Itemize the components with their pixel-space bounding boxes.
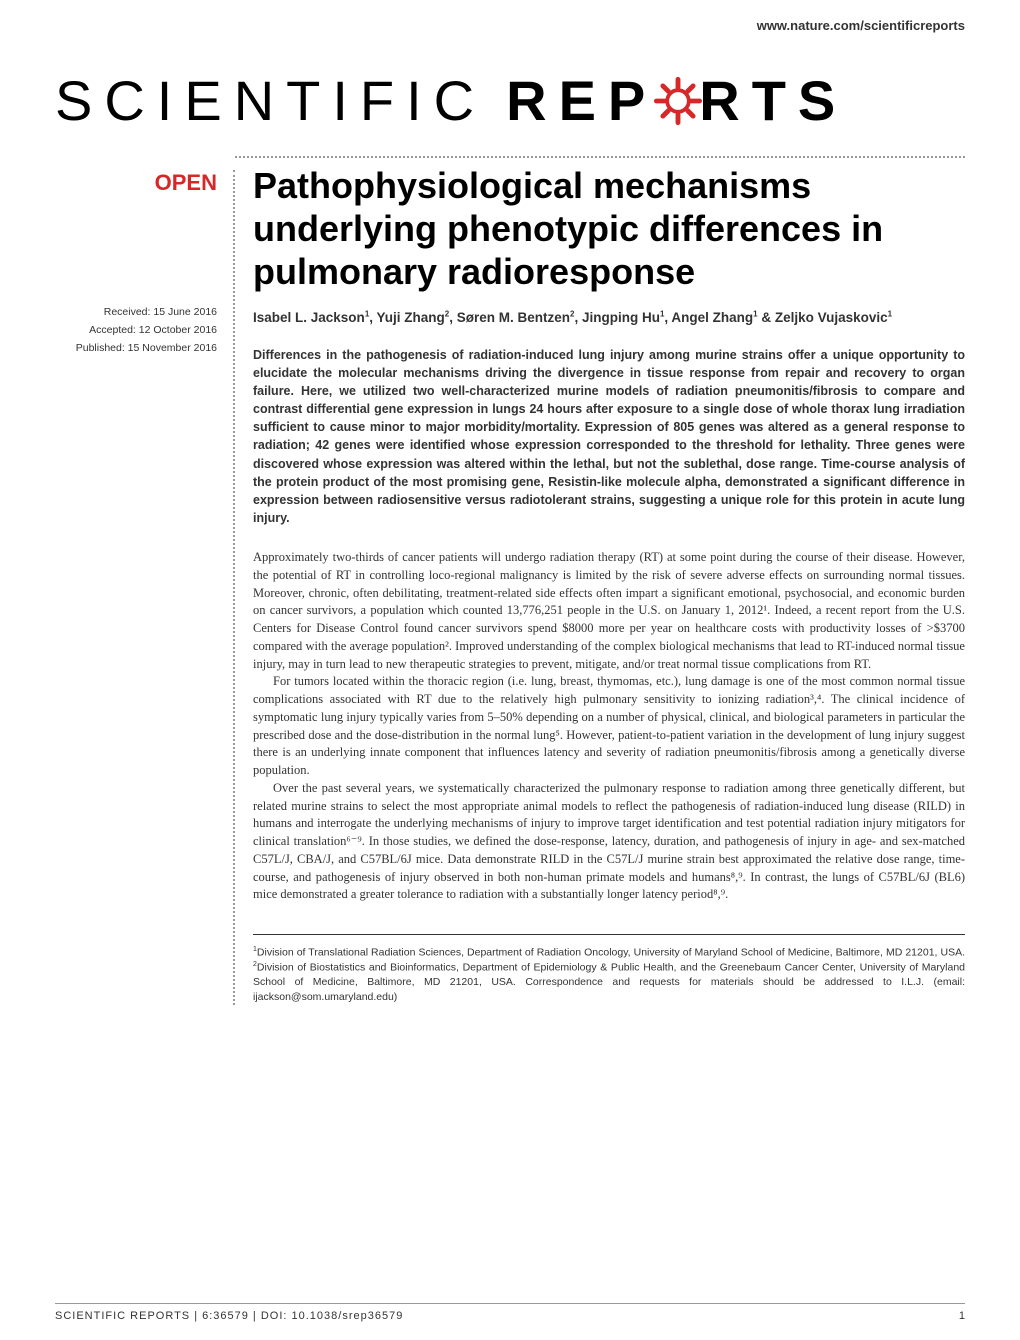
paragraph-2: For tumors located within the thoracic r… <box>253 673 965 780</box>
accepted-date: Accepted: 12 October 2016 <box>55 322 217 340</box>
page-footer: SCIENTIFIC REPORTS | 6:36579 | DOI: 10.1… <box>55 1303 965 1322</box>
logo-text-part1: SCIENTIFIC <box>55 68 486 133</box>
gear-icon <box>651 74 705 128</box>
open-access-badge: OPEN <box>55 170 217 196</box>
received-date: Received: 15 June 2016 <box>55 304 217 322</box>
body-text: Approximately two-thirds of cancer patie… <box>253 549 965 904</box>
publication-dates: Received: 15 June 2016 Accepted: 12 Octo… <box>55 304 217 358</box>
published-date: Published: 15 November 2016 <box>55 340 217 358</box>
header-url: www.nature.com/scientificreports <box>0 0 1020 33</box>
left-sidebar: OPEN Received: 15 June 2016 Accepted: 12… <box>55 158 235 1005</box>
main-content: Pathophysiological mechanisms underlying… <box>235 158 965 1005</box>
abstract: Differences in the pathogenesis of radia… <box>253 346 965 527</box>
affiliations: 1Division of Translational Radiation Sci… <box>253 934 965 1005</box>
journal-logo-section: SCIENTIFIC REP RTS <box>0 33 1020 148</box>
article-title: Pathophysiological mechanisms underlying… <box>253 164 965 294</box>
paragraph-1: Approximately two-thirds of cancer patie… <box>253 549 965 673</box>
page-number: 1 <box>959 1310 965 1322</box>
footer-citation: SCIENTIFIC REPORTS | 6:36579 | DOI: 10.1… <box>55 1310 403 1322</box>
author-list: Isabel L. Jackson1, Yuji Zhang2, Søren M… <box>253 308 965 328</box>
journal-logo: SCIENTIFIC REP RTS <box>55 68 965 133</box>
logo-text-part2b: RTS <box>699 68 847 133</box>
logo-text-part2a: REP <box>506 68 657 133</box>
content-wrapper: OPEN Received: 15 June 2016 Accepted: 12… <box>0 158 1020 1005</box>
paragraph-3: Over the past several years, we systemat… <box>253 780 965 904</box>
